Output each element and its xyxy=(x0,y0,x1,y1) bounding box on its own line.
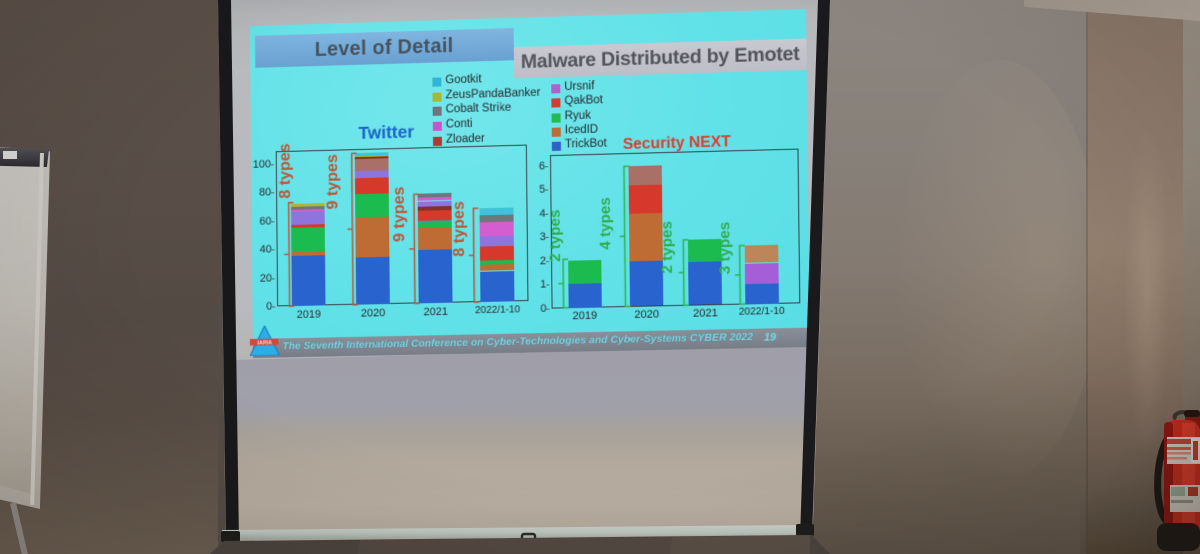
svg-text:IARIA: IARIA xyxy=(257,340,272,346)
